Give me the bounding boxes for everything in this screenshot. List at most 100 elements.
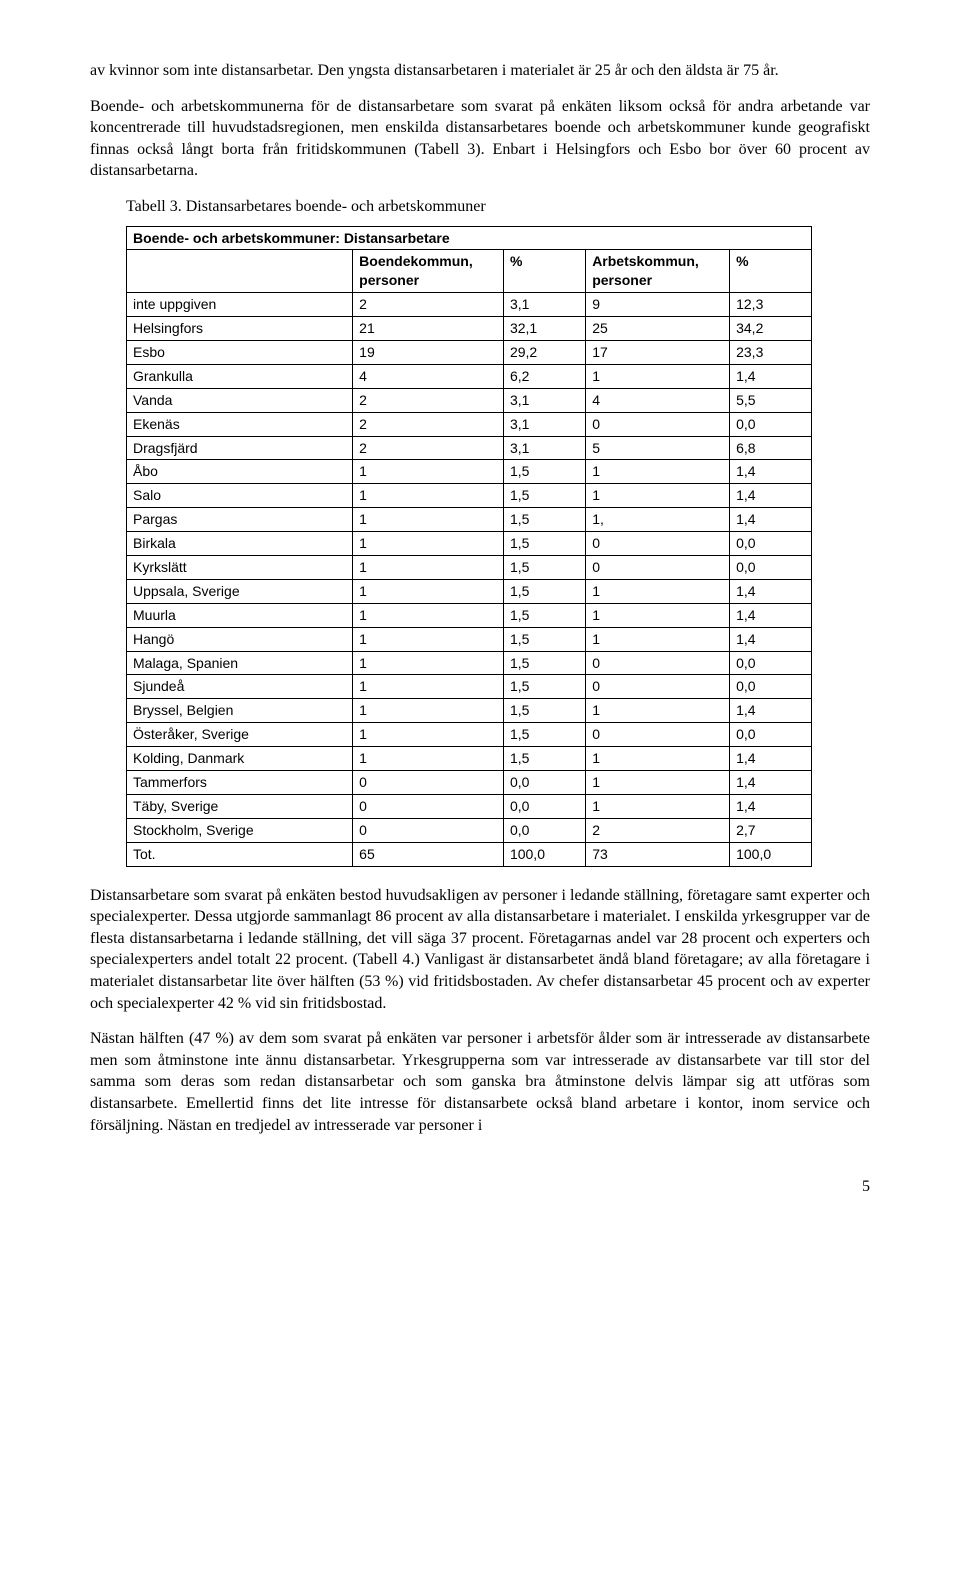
table-cell: 1,5 <box>503 579 585 603</box>
table-cell: Sjundeå <box>127 675 353 699</box>
table-cell: Tammerfors <box>127 771 353 795</box>
table-cell: Vanda <box>127 388 353 412</box>
table-cell: Stockholm, Sverige <box>127 818 353 842</box>
page-number: 5 <box>90 1176 870 1198</box>
table-row: Tot.65100,073100,0 <box>127 842 812 866</box>
col-boende-pct: % <box>503 250 585 293</box>
col-boende: Boendekommun, personer <box>353 250 504 293</box>
table-cell: Bryssel, Belgien <box>127 699 353 723</box>
table-cell: Ekenäs <box>127 412 353 436</box>
table-cell: 3,1 <box>503 293 585 317</box>
table-cell: Malaga, Spanien <box>127 651 353 675</box>
table-cell: 5,5 <box>730 388 812 412</box>
table-cell: 19 <box>353 341 504 365</box>
table-cell: Kolding, Danmark <box>127 747 353 771</box>
table-cell: Dragsfjärd <box>127 436 353 460</box>
table-row: Grankulla46,211,4 <box>127 364 812 388</box>
table-cell: 0 <box>586 675 730 699</box>
table-cell: 1 <box>586 627 730 651</box>
table-row: Sjundeå11,500,0 <box>127 675 812 699</box>
col-blank <box>127 250 353 293</box>
table-cell: 0 <box>353 794 504 818</box>
table-cell: 9 <box>586 293 730 317</box>
table-row: Birkala11,500,0 <box>127 532 812 556</box>
table-caption: Tabell 3. Distansarbetares boende- och a… <box>90 196 870 218</box>
table-cell: 1,4 <box>730 460 812 484</box>
table-row: Esbo1929,21723,3 <box>127 341 812 365</box>
table-cell: 2 <box>586 818 730 842</box>
table-row: Åbo11,511,4 <box>127 460 812 484</box>
table-cell: 6,8 <box>730 436 812 460</box>
table-cell: 0,0 <box>730 723 812 747</box>
table-cell: 1,4 <box>730 603 812 627</box>
table-cell: 1 <box>586 603 730 627</box>
table-title-row: Boende- och arbetskommuner: Distansarbet… <box>127 226 812 250</box>
table-cell: 5 <box>586 436 730 460</box>
table-row: Täby, Sverige00,011,4 <box>127 794 812 818</box>
table-cell: 21 <box>353 317 504 341</box>
paragraph-1: av kvinnor som inte distansarbetar. Den … <box>90 60 870 82</box>
table-cell: 0 <box>586 532 730 556</box>
table-cell: 1,4 <box>730 699 812 723</box>
table-cell: 1,5 <box>503 556 585 580</box>
table-cell: 12,3 <box>730 293 812 317</box>
table-cell: 65 <box>353 842 504 866</box>
table-cell: 1 <box>586 699 730 723</box>
table-cell: 0,0 <box>730 556 812 580</box>
table-kommuner: Boende- och arbetskommuner: Distansarbet… <box>126 226 812 867</box>
table-cell: 1,5 <box>503 723 585 747</box>
table-cell: 1 <box>353 603 504 627</box>
table-cell: 25 <box>586 317 730 341</box>
table-cell: 17 <box>586 341 730 365</box>
table-cell: 6,2 <box>503 364 585 388</box>
table-row: Helsingfors2132,12534,2 <box>127 317 812 341</box>
table-row: Pargas11,51,1,4 <box>127 508 812 532</box>
table-cell: 0 <box>586 412 730 436</box>
table-cell: Åbo <box>127 460 353 484</box>
table-cell: 29,2 <box>503 341 585 365</box>
table-cell: 1 <box>353 723 504 747</box>
table-cell: 1,5 <box>503 484 585 508</box>
table-cell: 1,4 <box>730 508 812 532</box>
table-cell: 1,5 <box>503 651 585 675</box>
table-cell: Hangö <box>127 627 353 651</box>
table-row: Dragsfjärd23,156,8 <box>127 436 812 460</box>
table-cell: 1,4 <box>730 484 812 508</box>
table-cell: Grankulla <box>127 364 353 388</box>
table-cell: 1 <box>353 651 504 675</box>
table-cell: 2 <box>353 412 504 436</box>
table-cell: Muurla <box>127 603 353 627</box>
table-cell: 0,0 <box>503 771 585 795</box>
table-cell: 0,0 <box>730 532 812 556</box>
table-row: Vanda23,145,5 <box>127 388 812 412</box>
table-cell: 0 <box>353 818 504 842</box>
table-cell: 4 <box>586 388 730 412</box>
table-row: inte uppgiven23,1912,3 <box>127 293 812 317</box>
table-row: Muurla11,511,4 <box>127 603 812 627</box>
table-row: Uppsala, Sverige11,511,4 <box>127 579 812 603</box>
table-cell: inte uppgiven <box>127 293 353 317</box>
table-cell: 1 <box>353 579 504 603</box>
paragraph-4: Nästan hälften (47 %) av dem som svarat … <box>90 1028 870 1136</box>
table-cell: Österåker, Sverige <box>127 723 353 747</box>
table-cell: 3,1 <box>503 412 585 436</box>
table-row: Salo11,511,4 <box>127 484 812 508</box>
table-cell: 2 <box>353 293 504 317</box>
table-cell: 1 <box>586 460 730 484</box>
table-row: Österåker, Sverige11,500,0 <box>127 723 812 747</box>
table-cell: 1 <box>586 484 730 508</box>
table-cell: Pargas <box>127 508 353 532</box>
table-cell: 1,4 <box>730 794 812 818</box>
table-cell: Helsingfors <box>127 317 353 341</box>
table-cell: Uppsala, Sverige <box>127 579 353 603</box>
table-cell: 1,5 <box>503 532 585 556</box>
table-cell: 1 <box>586 771 730 795</box>
table-cell: 0,0 <box>730 412 812 436</box>
table-cell: 100,0 <box>503 842 585 866</box>
col-arbets-pct: % <box>730 250 812 293</box>
table-cell: 4 <box>353 364 504 388</box>
table-row: Tammerfors00,011,4 <box>127 771 812 795</box>
table-cell: 0,0 <box>503 794 585 818</box>
table-cell: 1,5 <box>503 508 585 532</box>
table-row: Bryssel, Belgien11,511,4 <box>127 699 812 723</box>
